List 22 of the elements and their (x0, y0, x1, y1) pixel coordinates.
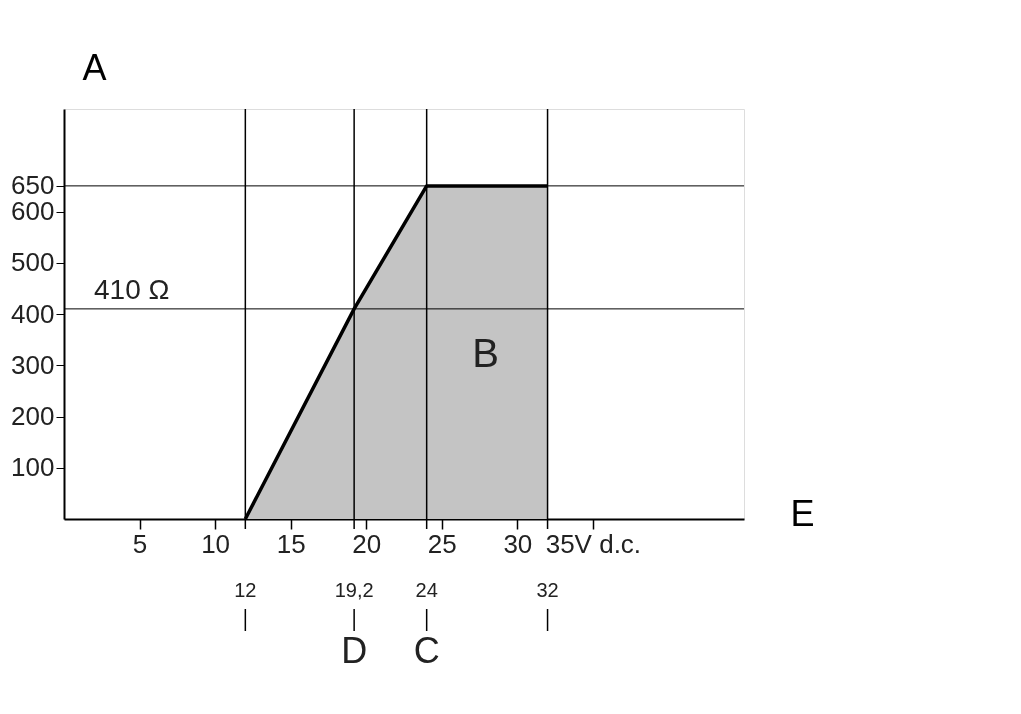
y-axis-title: A (82, 46, 107, 88)
x-tick-label: 15 (276, 528, 306, 559)
y-tick-label: 400 (11, 298, 55, 329)
y-tick-label: 300 (11, 349, 55, 380)
text: C (413, 630, 440, 671)
annotation: B (472, 331, 499, 375)
y-tick-label: 500 (11, 247, 55, 278)
x-tick-label: 20 (352, 528, 382, 559)
y-tick-label: 100 (11, 452, 55, 483)
y-tick-label: 200 (11, 401, 55, 431)
x-axis-title: E (790, 492, 815, 534)
x-tick-label: 10 (201, 528, 231, 559)
ref-line-label: 410 Ω (94, 273, 170, 305)
ref-line-label: 12 (234, 579, 257, 601)
x-tick-label: 30 (503, 528, 533, 559)
x-tick-label: 35V d.c. (545, 528, 642, 559)
ref-line-label: 19,2 (334, 579, 374, 601)
x-tick-label: 25 (427, 528, 457, 559)
text: D (341, 630, 368, 671)
x-tick-label: 5 (132, 528, 148, 559)
ref-line-label: 32 (536, 579, 559, 601)
ref-line-label: 24 (415, 579, 438, 601)
